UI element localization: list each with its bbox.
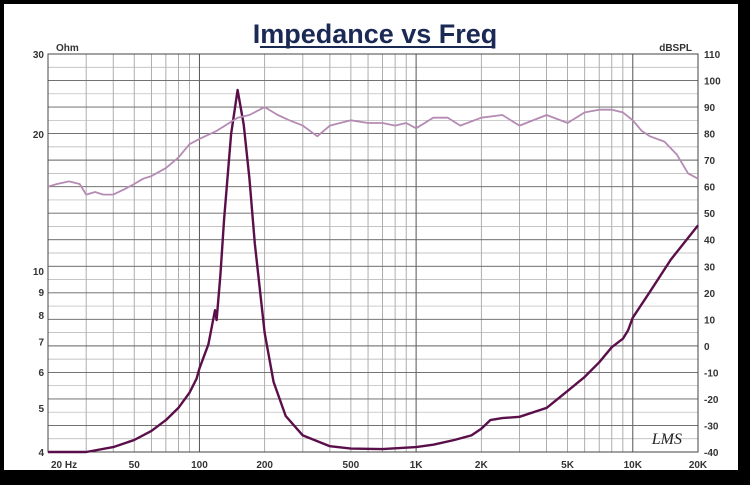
x-tick-label: 50 — [129, 460, 141, 471]
left-tick-label: 4 — [38, 448, 44, 459]
chart-frame: Impedance vs Freq 20 Hz 50 100 200 500 1K 2K 5K… — [0, 0, 742, 474]
lms-logo: LMS — [651, 431, 682, 448]
x-tick-label: 10K — [624, 460, 643, 471]
x-tick-label: 200 — [256, 460, 273, 471]
right-tick-label: 100 — [704, 77, 721, 88]
left-tick-label: 5 — [38, 404, 44, 415]
impedance-curve — [48, 88, 699, 454]
spl-curve — [47, 106, 699, 196]
left-tick-label: 30 — [33, 50, 45, 61]
x-tick-label: 100 — [191, 460, 208, 471]
left-tick-label: 20 — [33, 130, 45, 141]
right-tick-label: 30 — [704, 262, 716, 273]
right-tick-label: 60 — [704, 183, 716, 194]
right-tick-label: -10 — [704, 368, 719, 379]
right-tick-label: -30 — [704, 421, 719, 432]
right-tick-labels: -40 -30 -20 -10 0 10 20 30 40 50 60 70 80 90 100 110 — [704, 50, 721, 459]
left-tick-labels: 4 5 6 7 8 9 10 20 30 — [33, 50, 45, 459]
right-tick-label: 80 — [704, 130, 716, 141]
right-axis-unit: dBSPL — [659, 43, 692, 54]
x-tick-labels: 20 Hz 50 100 200 500 1K 2K 5K 10K 20K — [51, 460, 708, 471]
right-tick-label: -20 — [704, 395, 719, 406]
x-tick-label: 5K — [561, 460, 575, 471]
series-layer — [47, 88, 699, 454]
x-tick-label: 1K — [410, 460, 424, 471]
right-tick-label: 110 — [704, 50, 721, 61]
x-tick-label: 20K — [689, 460, 708, 471]
chart-title: Impedance vs Freq — [253, 19, 498, 49]
left-tick-label: 9 — [38, 288, 44, 299]
right-tick-label: 0 — [704, 342, 710, 353]
right-tick-label: -40 — [704, 448, 719, 459]
x-tick-label: 20 Hz — [51, 460, 77, 471]
minor-gridlines — [47, 53, 699, 453]
x-tick-label: 2K — [475, 460, 489, 471]
right-tick-label: 10 — [704, 315, 716, 326]
right-tick-label: 20 — [704, 289, 716, 300]
right-tick-label: 40 — [704, 236, 716, 247]
left-tick-label: 6 — [38, 368, 44, 379]
plot-area-border — [47, 53, 699, 453]
x-tick-label: 500 — [343, 460, 360, 471]
left-tick-label: 7 — [38, 337, 44, 348]
right-tick-label: 70 — [704, 156, 716, 167]
right-tick-label: 90 — [704, 103, 716, 114]
left-tick-label: 8 — [38, 311, 44, 322]
left-axis-unit: Ohm — [56, 43, 79, 54]
left-tick-label: 10 — [33, 267, 45, 278]
impedance-chart: Impedance vs Freq 20 Hz 50 100 200 500 1K 2K 5K… — [33, 19, 721, 471]
right-tick-label: 50 — [704, 209, 716, 220]
